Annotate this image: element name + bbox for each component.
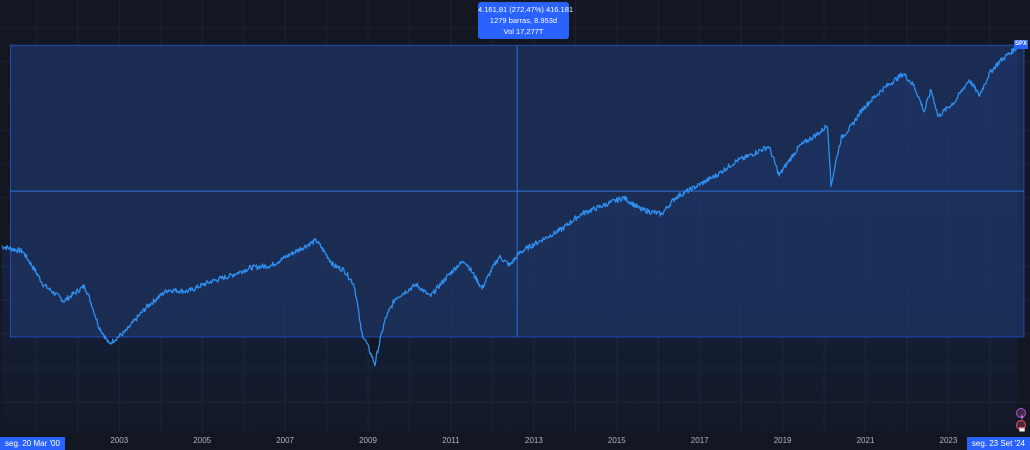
x-tick-label: 2017 <box>690 436 709 445</box>
tooltip-volume: Vol 17,277T <box>503 27 544 36</box>
measure-tooltip: 4.161,81 (272,47%) 416.181 1279 barras, … <box>478 2 574 39</box>
x-tick-label: 2015 <box>607 436 626 445</box>
x-tick-label: 2003 <box>110 436 129 445</box>
x-tick-label: 2011 <box>442 436 460 445</box>
symbol-label: SPX <box>1014 40 1028 49</box>
flash-icon[interactable] <box>1016 408 1026 421</box>
calendar-icon[interactable] <box>1016 420 1026 432</box>
chart-area[interactable] <box>0 0 1030 432</box>
price-line <box>1 46 1018 367</box>
end-date-badge: seg. 23 Set '24 <box>966 437 1030 450</box>
tooltip-bars-count: 1279 barras, 8.953d <box>489 16 558 25</box>
start-date-badge: seg. 20 Mar '00 <box>0 437 65 450</box>
x-tick-label: 2007 <box>276 436 294 445</box>
x-tick-label: 2005 <box>193 436 212 445</box>
x-tick-label: 2009 <box>359 436 377 445</box>
price-chart[interactable] <box>0 0 1030 432</box>
tooltip-price-change: 4.161,81 (272,47%) 416.181 <box>478 5 574 14</box>
x-tick-label: 2021 <box>856 436 875 445</box>
time-axis[interactable] <box>0 432 1030 450</box>
x-tick-label: 2023 <box>939 436 958 445</box>
x-tick-label: 2013 <box>524 436 543 445</box>
x-tick-label: 2019 <box>773 436 792 445</box>
